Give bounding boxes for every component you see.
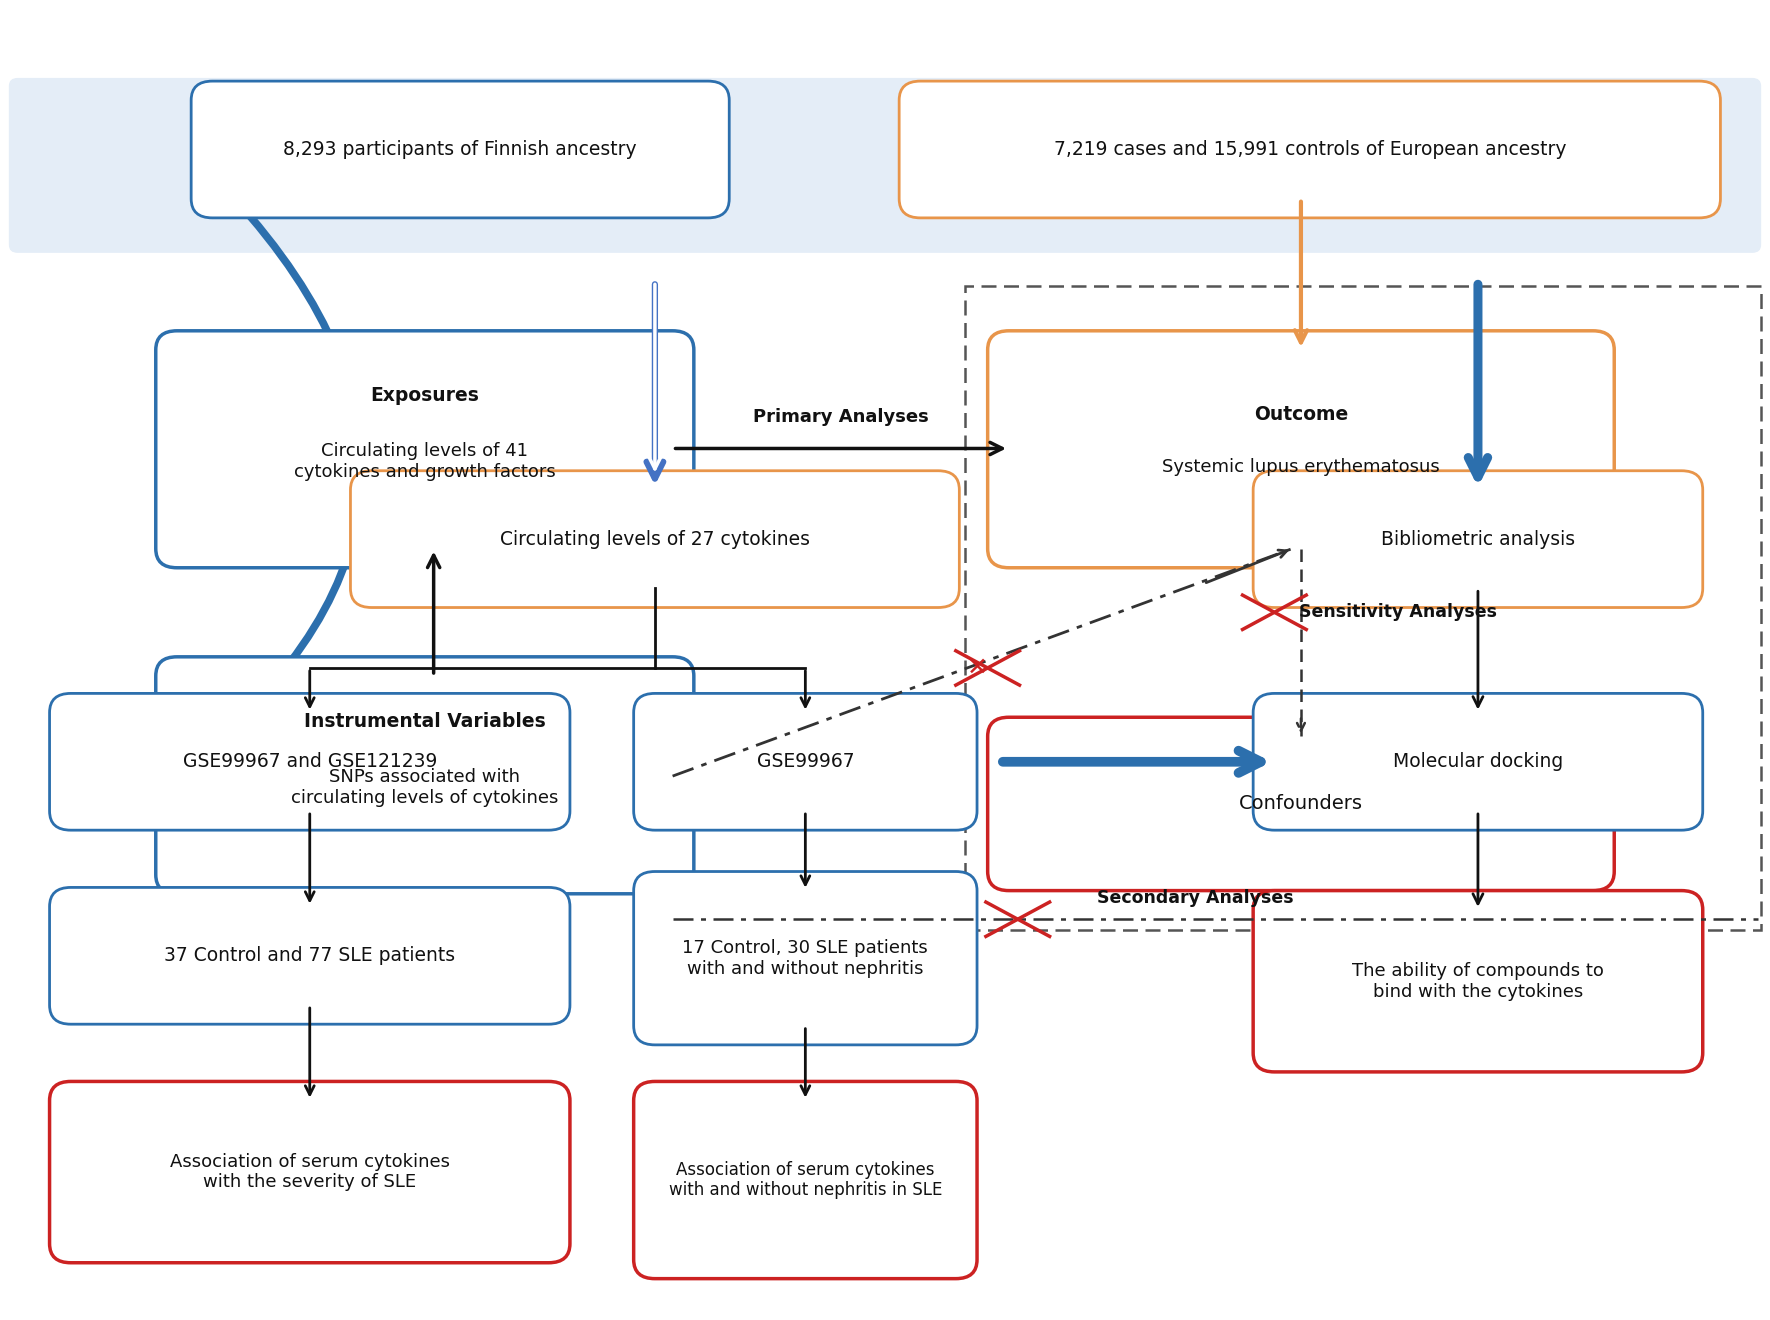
FancyBboxPatch shape [634, 693, 977, 830]
Text: Instrumental Variables: Instrumental Variables [304, 711, 545, 730]
Text: Association of serum cytokines
with the severity of SLE: Association of serum cytokines with the … [170, 1152, 450, 1192]
FancyBboxPatch shape [50, 887, 570, 1024]
Text: Confounders: Confounders [1239, 795, 1363, 813]
FancyBboxPatch shape [988, 331, 1614, 568]
Text: Primary Analyses: Primary Analyses [752, 408, 929, 426]
FancyBboxPatch shape [1253, 693, 1703, 830]
FancyBboxPatch shape [50, 1081, 570, 1263]
Text: ✕: ✕ [966, 656, 988, 680]
Text: The ability of compounds to
bind with the cytokines: The ability of compounds to bind with th… [1352, 962, 1604, 1001]
Text: Molecular docking: Molecular docking [1393, 752, 1563, 771]
Text: Bibliometric analysis: Bibliometric analysis [1381, 529, 1575, 549]
Text: Secondary Analyses: Secondary Analyses [1097, 888, 1294, 907]
FancyBboxPatch shape [156, 657, 694, 894]
Text: Circulating levels of 27 cytokines: Circulating levels of 27 cytokines [499, 529, 811, 549]
Text: 7,219 cases and 15,991 controls of European ancestry: 7,219 cases and 15,991 controls of Europ… [1053, 140, 1566, 158]
FancyBboxPatch shape [1253, 471, 1703, 607]
Text: ✕: ✕ [995, 656, 1016, 680]
FancyBboxPatch shape [634, 871, 977, 1045]
Text: 8,293 participants of Finnish ancestry: 8,293 participants of Finnish ancestry [283, 140, 637, 158]
Text: Systemic lupus erythematosus: Systemic lupus erythematosus [1163, 458, 1439, 475]
Text: Association of serum cytokines
with and without nephritis in SLE: Association of serum cytokines with and … [669, 1160, 942, 1200]
Text: Exposures: Exposures [370, 385, 480, 404]
Text: Circulating levels of 41
cytokines and growth factors: Circulating levels of 41 cytokines and g… [294, 442, 556, 480]
FancyBboxPatch shape [899, 81, 1720, 218]
FancyBboxPatch shape [1253, 891, 1703, 1072]
FancyBboxPatch shape [634, 1081, 977, 1279]
Text: 17 Control, 30 SLE patients
with and without nephritis: 17 Control, 30 SLE patients with and wit… [683, 939, 927, 978]
Text: Sensitivity Analyses: Sensitivity Analyses [1299, 603, 1497, 622]
FancyBboxPatch shape [50, 693, 570, 830]
Text: 37 Control and 77 SLE patients: 37 Control and 77 SLE patients [165, 946, 455, 965]
Text: GSE99967 and GSE121239: GSE99967 and GSE121239 [182, 752, 437, 771]
Text: GSE99967: GSE99967 [756, 752, 855, 771]
FancyBboxPatch shape [9, 78, 1761, 253]
FancyBboxPatch shape [988, 717, 1614, 891]
FancyBboxPatch shape [156, 331, 694, 568]
Text: Outcome: Outcome [1253, 405, 1349, 424]
Text: SNPs associated with
circulating levels of cytokines: SNPs associated with circulating levels … [290, 768, 559, 807]
FancyBboxPatch shape [350, 471, 959, 607]
FancyBboxPatch shape [191, 81, 729, 218]
